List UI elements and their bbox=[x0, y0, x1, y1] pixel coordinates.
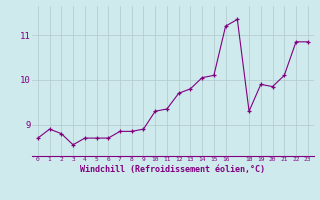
X-axis label: Windchill (Refroidissement éolien,°C): Windchill (Refroidissement éolien,°C) bbox=[80, 165, 265, 174]
